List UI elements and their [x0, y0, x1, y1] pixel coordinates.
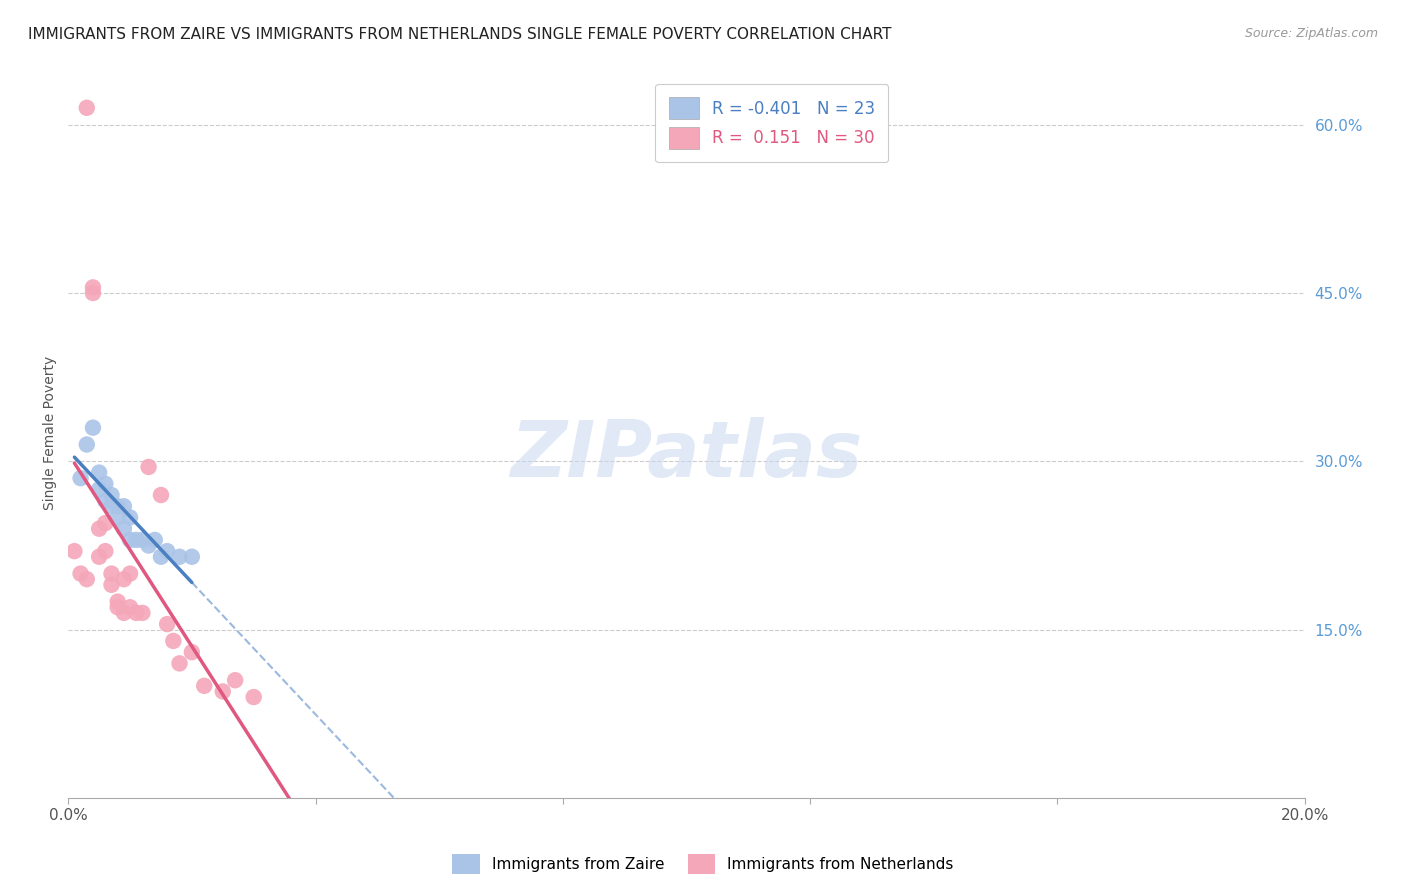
Y-axis label: Single Female Poverty: Single Female Poverty [44, 356, 58, 510]
Point [63, 544, 86, 558]
Point [107, 510, 129, 524]
Point [112, 522, 135, 536]
Point [112, 500, 135, 514]
Point [89, 522, 111, 536]
Text: ZIPatlas: ZIPatlas [510, 417, 862, 493]
Point [89, 549, 111, 564]
Point [143, 533, 166, 547]
Point [76, 101, 98, 115]
Point [131, 533, 153, 547]
Point [107, 594, 129, 608]
Point [82, 280, 104, 294]
Point [242, 690, 264, 704]
Point [118, 600, 141, 615]
Point [76, 437, 98, 451]
Point [112, 606, 135, 620]
Point [125, 606, 148, 620]
Point [211, 684, 233, 698]
Point [180, 549, 202, 564]
Point [169, 549, 191, 564]
Point [156, 544, 179, 558]
Point [100, 566, 122, 581]
Point [100, 488, 122, 502]
Text: IMMIGRANTS FROM ZAIRE VS IMMIGRANTS FROM NETHERLANDS SINGLE FEMALE POVERTY CORRE: IMMIGRANTS FROM ZAIRE VS IMMIGRANTS FROM… [28, 27, 891, 42]
Point [89, 483, 111, 497]
Point [112, 572, 135, 586]
Point [94, 493, 117, 508]
Point [156, 617, 179, 632]
Point [82, 285, 104, 300]
Point [138, 539, 160, 553]
Text: Source: ZipAtlas.com: Source: ZipAtlas.com [1244, 27, 1378, 40]
Point [94, 544, 117, 558]
Point [82, 420, 104, 434]
Point [125, 533, 148, 547]
Point [118, 533, 141, 547]
Point [193, 679, 215, 693]
Point [169, 657, 191, 671]
Point [118, 510, 141, 524]
Point [100, 578, 122, 592]
Point [162, 634, 184, 648]
Point [107, 500, 129, 514]
Point [138, 460, 160, 475]
Point [69, 471, 91, 485]
Point [180, 645, 202, 659]
Point [107, 600, 129, 615]
Point [76, 572, 98, 586]
Point [94, 476, 117, 491]
Legend: Immigrants from Zaire, Immigrants from Netherlands: Immigrants from Zaire, Immigrants from N… [446, 848, 960, 880]
Point [89, 466, 111, 480]
Point [94, 516, 117, 530]
Point [224, 673, 246, 688]
Legend: R = -0.401   N = 23, R =  0.151   N = 30: R = -0.401 N = 23, R = 0.151 N = 30 [655, 84, 889, 162]
Point [149, 488, 172, 502]
Point [118, 566, 141, 581]
Point [100, 500, 122, 514]
Point [131, 606, 153, 620]
Point [69, 566, 91, 581]
Point [149, 549, 172, 564]
